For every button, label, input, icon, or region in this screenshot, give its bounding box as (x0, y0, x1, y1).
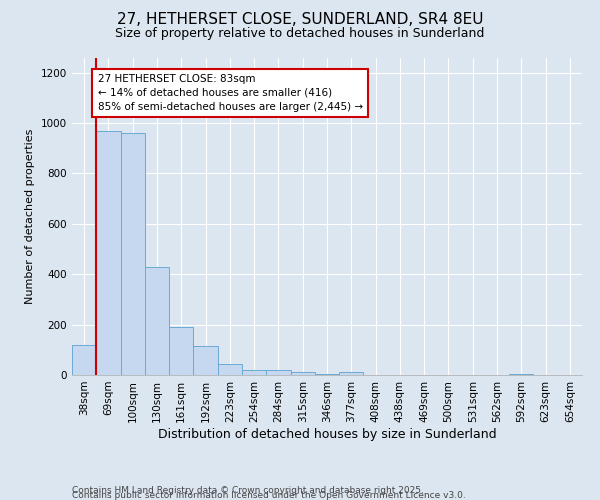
Bar (315, 374, 339, 375)
Y-axis label: Number of detached properties: Number of detached properties (25, 128, 35, 304)
X-axis label: Distribution of detached houses by size in Sunderland: Distribution of detached houses by size … (158, 428, 496, 440)
Text: Size of property relative to detached houses in Sunderland: Size of property relative to detached ho… (115, 28, 485, 40)
Bar (290, 372, 315, 375)
Bar (96, 130, 121, 375)
Text: 27, HETHERSET CLOSE, SUNDERLAND, SR4 8EU: 27, HETHERSET CLOSE, SUNDERLAND, SR4 8EU (117, 12, 483, 28)
Bar (72, 345, 96, 375)
Bar (169, 327, 193, 375)
Text: Contains public sector information licensed under the Open Government Licence v3: Contains public sector information licen… (72, 491, 466, 500)
Bar (266, 370, 290, 375)
Bar (218, 364, 242, 375)
Bar (339, 372, 364, 375)
Bar (121, 133, 145, 375)
Text: 27 HETHERSET CLOSE: 83sqm
← 14% of detached houses are smaller (416)
85% of semi: 27 HETHERSET CLOSE: 83sqm ← 14% of detac… (97, 74, 362, 112)
Bar (145, 266, 169, 375)
Bar (193, 346, 218, 375)
Bar (509, 374, 533, 375)
Bar (242, 370, 266, 375)
Text: Contains HM Land Registry data © Crown copyright and database right 2025.: Contains HM Land Registry data © Crown c… (72, 486, 424, 495)
